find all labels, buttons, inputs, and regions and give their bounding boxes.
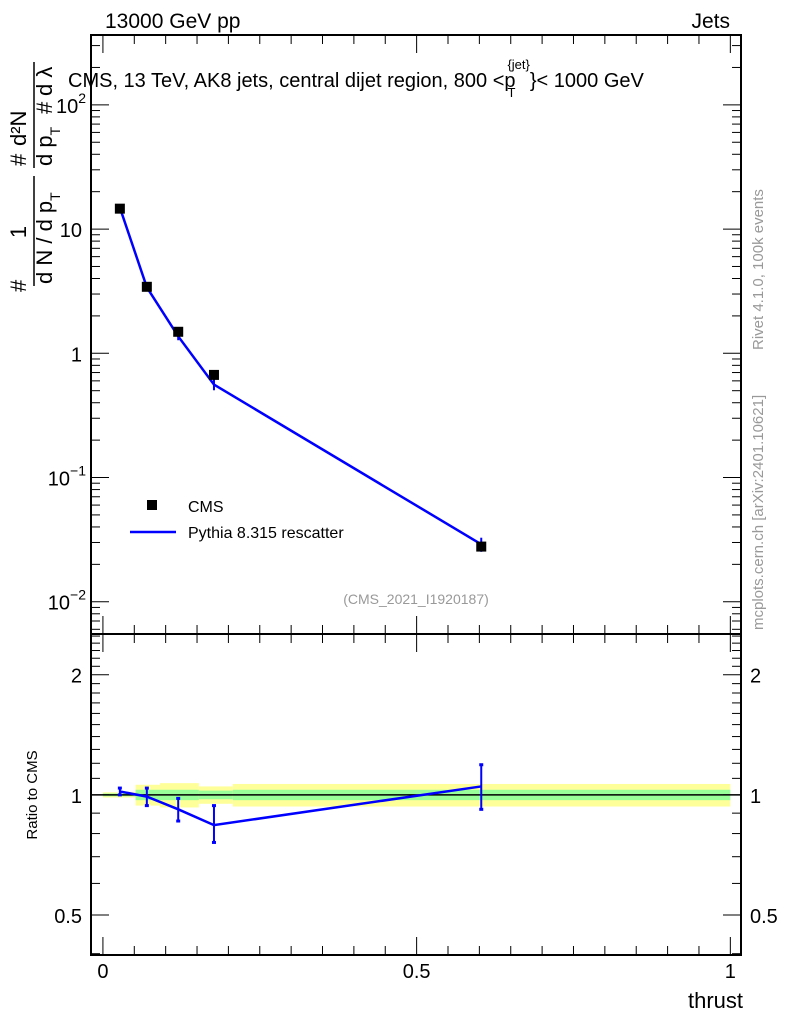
chart-title: CMS, 13 TeV, AK8 jets, central dijet reg… (68, 57, 645, 100)
ylabel-dndpt: d N / d pT (32, 192, 63, 284)
x-tick-label: 0.5 (403, 961, 431, 983)
header-right: Jets (691, 10, 730, 33)
y-tick-label: 10−1 (48, 463, 86, 491)
y-tick-label: 10 (60, 220, 82, 242)
ratio-y-tick-label: 0.5 (54, 906, 82, 928)
ratio-y-tick-label: 0.5 (750, 906, 778, 928)
ratio-frame (90, 633, 742, 956)
cms-data-point (141, 281, 152, 292)
legend-cms-label: CMS (188, 499, 224, 516)
cms-data-point (476, 541, 487, 552)
data-marks (114, 203, 487, 844)
main-frame (90, 34, 742, 635)
ylabel-d2n: d²N (6, 111, 31, 146)
y-tick-label: 10−2 (48, 587, 86, 615)
x-tick-label: 1 (725, 961, 736, 983)
ylabel-dlambda: d λ (32, 67, 57, 96)
legend-mc-label: Pythia 8.315 rescatter (188, 525, 344, 542)
ratio-y-tick-label: 1 (71, 786, 82, 808)
y-axis-label: # 1 d N / d pT # d²N d pT # d λ (6, 62, 63, 292)
x-tick-label: 0 (97, 961, 108, 983)
ylabel-hash2: # (6, 153, 31, 166)
analysis-id: (CMS_2021_I1920187) (343, 591, 489, 607)
y-tick-label: 102 (56, 90, 86, 118)
cms-data-point (208, 369, 219, 380)
ylabel-hash1: # (6, 279, 31, 292)
header-left: 13000 GeV pp (105, 10, 240, 33)
axes: 0 0.5 1 10−2 10−1 1 10 102 0.5 0.5 1 1 2 2 (48, 35, 778, 983)
ylabel-hash3: # (32, 101, 57, 114)
x-axis-label: thrust (688, 988, 743, 1013)
y-tick-label: 1 (71, 344, 82, 366)
mc-line (118, 207, 482, 546)
ratio-y-tick-label: 2 (71, 666, 82, 688)
ratio-y-tick-label: 1 (750, 786, 761, 808)
legend: CMS Pythia 8.315 rescatter (130, 499, 344, 542)
cms-data-point (114, 203, 125, 214)
mcplots-label: mcplots.cern.ch [arXiv:2401.10621] (750, 395, 767, 630)
legend-cms-marker (147, 500, 157, 510)
cms-data-point (173, 326, 184, 337)
rivet-label: Rivet 4.1.0, 100k events (750, 189, 767, 350)
ratio-y-tick-label: 2 (750, 666, 761, 688)
ylabel-dpt: d pT (32, 126, 63, 166)
ylabel-one: 1 (6, 226, 31, 238)
ratio-ylabel: Ratio to CMS (24, 750, 41, 839)
